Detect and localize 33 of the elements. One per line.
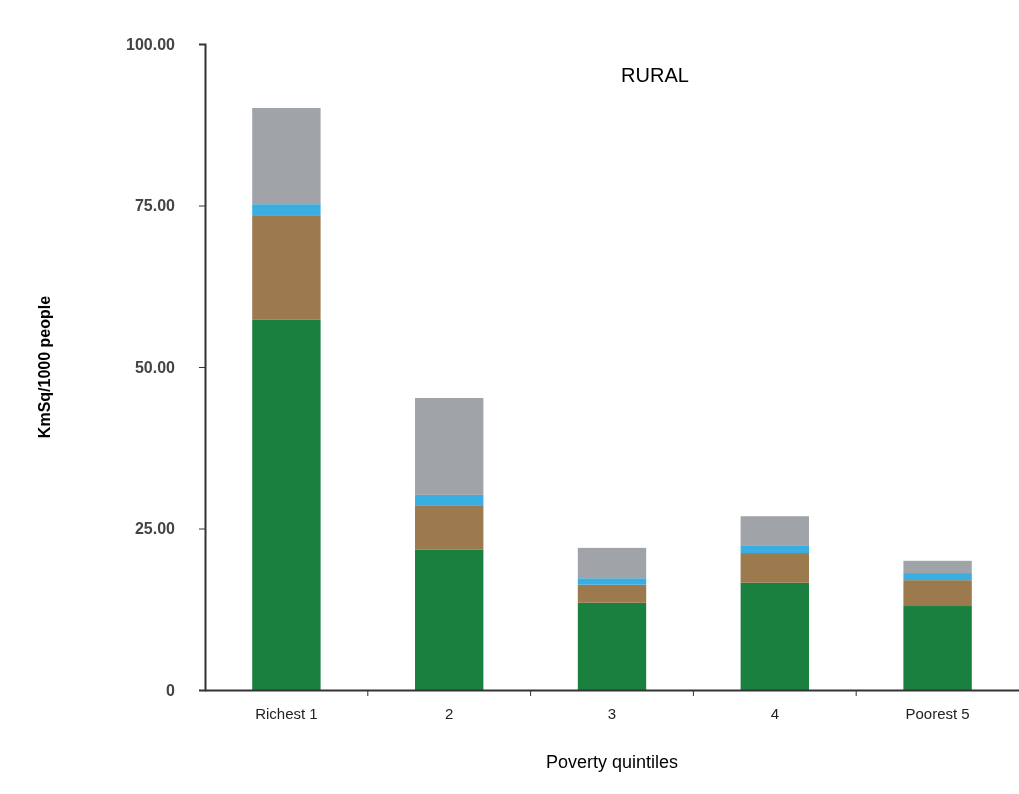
x-axis-title: Poverty quintiles	[545, 752, 679, 772]
bar	[740, 582, 809, 690]
bar	[415, 549, 484, 690]
x-tick-label: 4	[770, 704, 779, 722]
bar	[577, 578, 647, 585]
x-tick-label: 2	[445, 704, 454, 722]
bar	[903, 580, 972, 607]
bar	[252, 215, 321, 320]
x-tick-label: Poorest 5	[905, 704, 970, 722]
bar	[577, 547, 647, 579]
bar	[252, 107, 321, 205]
bar	[740, 553, 809, 583]
y-axis-title: KmSq/1000 people	[36, 295, 53, 439]
bar	[740, 545, 809, 554]
bar	[903, 560, 972, 574]
y-tick-label: 0	[166, 681, 176, 699]
bar	[903, 573, 972, 581]
y-tick-label: 75.00	[134, 197, 176, 215]
bar	[577, 584, 647, 603]
bar	[903, 606, 972, 690]
y-tick-label: 25.00	[134, 520, 176, 538]
bar	[415, 494, 484, 506]
x-tick-label: Richest 1	[255, 704, 318, 722]
bar	[740, 516, 809, 546]
bar	[577, 602, 647, 690]
text: RURAL	[621, 64, 689, 86]
x-tick-label: 3	[607, 704, 617, 722]
y-tick-label: 50.00	[134, 358, 176, 376]
bar	[415, 398, 484, 495]
bar	[252, 319, 321, 690]
y-tick-label: 100.00	[126, 35, 176, 53]
bar	[252, 204, 321, 216]
bar	[415, 505, 484, 550]
